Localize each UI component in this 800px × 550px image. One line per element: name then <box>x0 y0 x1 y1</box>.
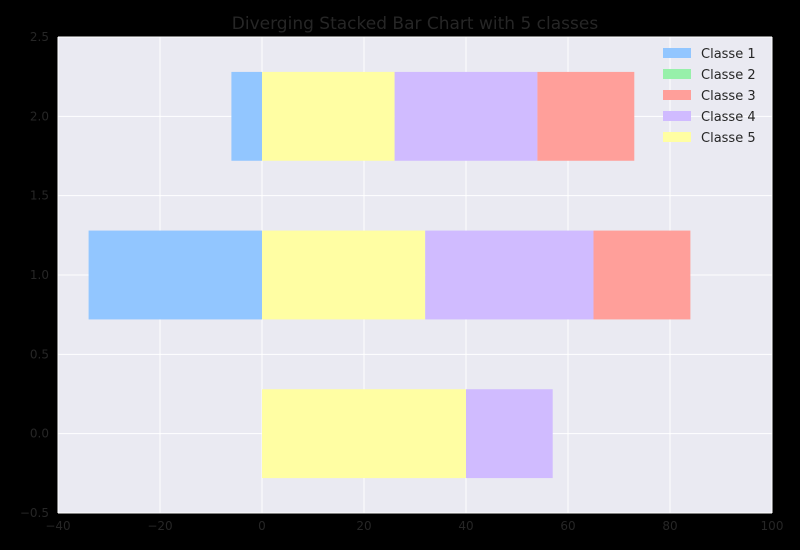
bar-segment-classe-3 <box>537 71 635 161</box>
x-tick-label: −40 <box>45 519 70 533</box>
legend-swatch <box>663 90 691 100</box>
x-tick-label: 40 <box>458 519 473 533</box>
legend-label: Classe 2 <box>701 68 756 83</box>
y-tick-label: 0.0 <box>30 427 49 441</box>
legend-label: Classe 3 <box>701 89 756 104</box>
y-tick-label: 0.5 <box>30 347 49 361</box>
legend-label: Classe 4 <box>701 110 756 125</box>
x-tick-label: 100 <box>761 519 784 533</box>
bar-segment-classe-1 <box>88 230 262 320</box>
legend-swatch <box>663 69 691 79</box>
legend: Classe 1 Classe 2 Classe 3 Classe 4 Classe 5 <box>663 47 756 146</box>
bar-segment-classe-1 <box>231 71 262 161</box>
y-tick-label: −0.5 <box>20 506 49 520</box>
y-tick-label: 1.5 <box>30 189 49 203</box>
y-tick-label: 1.0 <box>30 268 49 282</box>
bar-segment-classe-3 <box>593 230 691 320</box>
legend-swatch <box>663 111 691 121</box>
chart-title: Diverging Stacked Bar Chart with 5 class… <box>232 14 599 34</box>
bar-segment-classe-4 <box>466 389 553 479</box>
y-axis-ticks: −0.5 0.0 0.5 1.0 1.5 2.0 2.5 <box>20 30 49 520</box>
legend-swatch <box>663 48 691 58</box>
x-tick-label: −20 <box>147 519 172 533</box>
x-tick-label: 20 <box>356 519 371 533</box>
x-tick-label: 80 <box>662 519 677 533</box>
bar-segment-classe-5 <box>262 71 395 161</box>
bar-segment-classe-5 <box>262 389 466 479</box>
bar-segment-classe-4 <box>425 230 594 320</box>
legend-swatch <box>663 132 691 142</box>
y-tick-label: 2.5 <box>30 30 49 44</box>
x-axis-ticks: −40 −20 0 20 40 60 80 100 <box>45 519 783 533</box>
legend-label: Classe 5 <box>701 131 756 146</box>
y-tick-label: 2.0 <box>30 109 49 123</box>
legend-label: Classe 1 <box>701 47 756 62</box>
bar-segment-classe-5 <box>262 230 426 320</box>
bar-segment-classe-4 <box>394 71 538 161</box>
x-tick-label: 0 <box>258 519 266 533</box>
bars <box>88 71 691 479</box>
x-tick-label: 60 <box>560 519 575 533</box>
